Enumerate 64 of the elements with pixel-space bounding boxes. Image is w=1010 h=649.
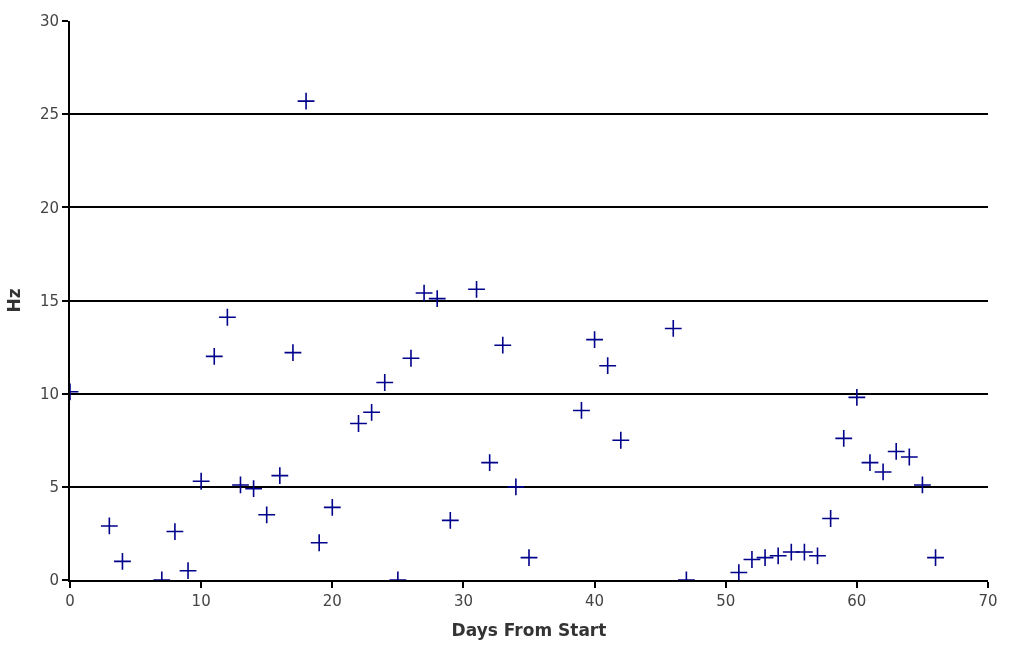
point [375,373,394,392]
point [467,280,486,299]
point [165,522,185,541]
point [283,343,303,362]
point [480,453,499,472]
point [755,548,775,567]
point [231,475,250,495]
point [441,511,460,530]
x-tick-label: 40 [585,592,605,610]
point [808,546,827,565]
point [506,477,526,497]
x-tick-label: 30 [453,592,473,610]
point [742,550,762,569]
point [926,548,945,567]
x-tick-label: 0 [65,592,75,610]
point [860,453,880,472]
point [178,561,198,580]
x-tick-label: 10 [191,592,211,610]
point [887,442,906,461]
point [913,475,932,495]
point [309,533,329,552]
point [519,548,539,567]
point [493,336,512,355]
point [191,472,211,491]
point [362,403,381,422]
x-tick-label: 70 [978,592,998,610]
point [296,91,316,111]
y-tick-label: 20 [39,198,59,217]
point [598,356,617,375]
point [834,429,853,448]
point [572,401,591,420]
point [428,289,447,308]
y-tick-label: 5 [49,478,59,497]
point [795,542,814,562]
x-tick-label: 50 [716,592,736,610]
point [414,283,434,303]
point [401,349,421,368]
point [349,414,368,433]
point [611,431,630,450]
point [113,552,132,571]
y-tick-label: 15 [39,291,59,310]
point [873,462,893,482]
x-tick-label: 20 [322,592,342,610]
point [664,319,683,338]
point [323,498,342,517]
point [729,563,749,580]
point [847,388,867,407]
point [205,347,224,366]
y-tick-label: 25 [39,105,59,124]
point [768,546,788,565]
point [257,505,276,524]
y-tick-label: 30 [39,12,59,31]
y-axis-title: Hz [3,288,24,313]
y-tick-label: 0 [49,571,59,590]
point [585,330,604,349]
point [270,466,290,485]
x-axis-title: Days From Start [451,619,607,640]
point [900,447,919,467]
point [821,509,840,528]
point [100,516,119,536]
y-tick-label: 10 [39,384,59,403]
point [218,308,237,327]
point [244,479,263,498]
x-tick-label: 60 [847,592,867,610]
